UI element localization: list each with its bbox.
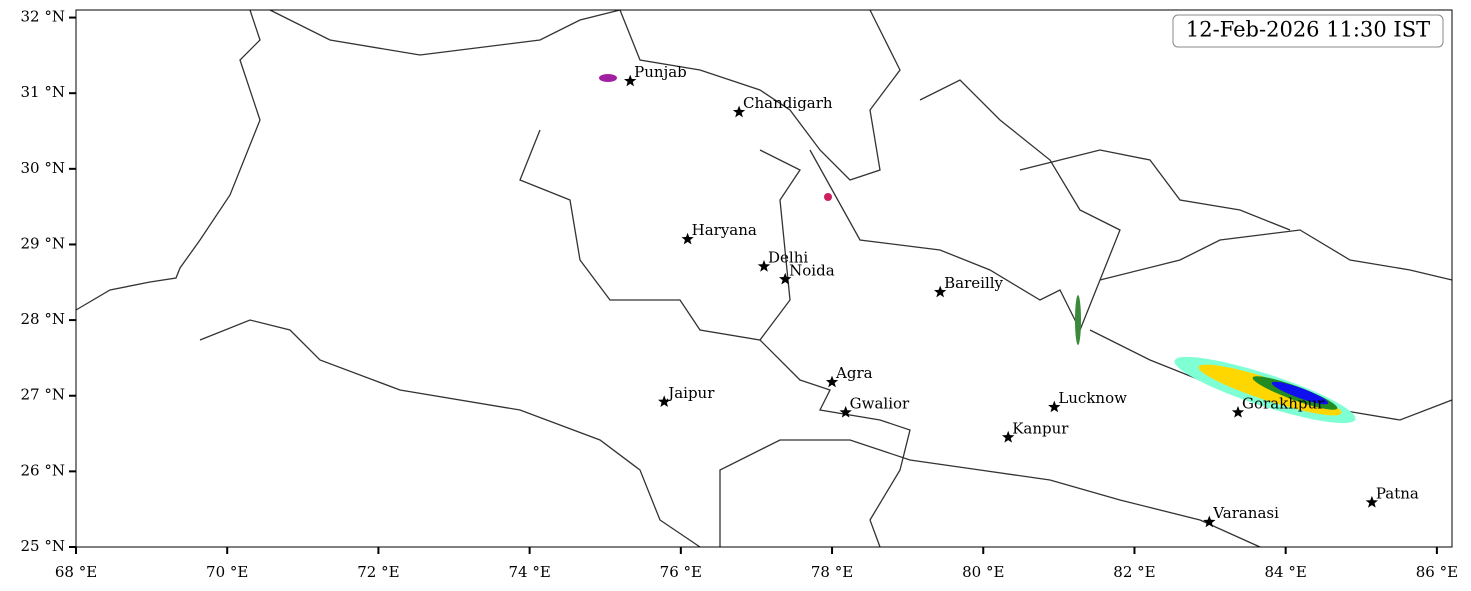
- city-marker: [1203, 515, 1216, 528]
- x-tick-label: 68 °E: [55, 563, 97, 581]
- y-tick-label: 32 °N: [21, 8, 65, 26]
- y-tick-label: 30 °N: [21, 159, 65, 177]
- plot-frame: [75, 9, 1453, 548]
- city-label: Agra: [835, 364, 873, 382]
- x-tick-label: 72 °E: [357, 563, 399, 581]
- city-marker: [1002, 430, 1015, 443]
- city-label: Bareilly: [944, 274, 1003, 292]
- city-marker: [1231, 405, 1245, 418]
- city-marker: [681, 232, 694, 245]
- x-tick-label: 78 °E: [811, 563, 853, 581]
- x-tick-label: 86 °E: [1416, 563, 1458, 581]
- city-label: Haryana: [692, 221, 757, 239]
- city-marker: [1048, 400, 1061, 413]
- x-tick-label: 76 °E: [660, 563, 702, 581]
- precipitation: [599, 74, 1356, 424]
- city-marker: [732, 105, 746, 118]
- city-label: Gorakhpur: [1242, 394, 1325, 412]
- x-tick-label: 74 °E: [508, 563, 550, 581]
- city-label: Lucknow: [1058, 389, 1127, 407]
- city-marker: [839, 405, 852, 418]
- city-label: Punjab: [634, 63, 687, 81]
- title-box: [1172, 14, 1444, 48]
- y-tick-label: 29 °N: [21, 234, 65, 252]
- x-tick-label: 80 °E: [962, 563, 1004, 581]
- city-label: Varanasi: [1212, 504, 1279, 522]
- y-tick-label: 26 °N: [21, 461, 65, 479]
- x-tick-label: 82 °E: [1113, 563, 1155, 581]
- city-marker: [757, 259, 771, 272]
- x-tick-label: 84 °E: [1265, 563, 1307, 581]
- city-label: Kanpur: [1012, 419, 1069, 437]
- y-tick-label: 31 °N: [21, 83, 65, 101]
- timestamp: 12-Feb-2026 11:30 IST: [1186, 18, 1430, 42]
- city-marker: [624, 74, 637, 87]
- city-marker: [934, 285, 947, 298]
- city-label: Noida: [789, 261, 835, 279]
- borders: [75, 9, 1453, 548]
- city-marker: [658, 395, 671, 407]
- y-tick-label: 28 °N: [21, 310, 65, 328]
- city-label: Chandigarh: [743, 94, 833, 112]
- x-tick-label: 70 °E: [206, 563, 248, 581]
- city-label: Jaipur: [666, 384, 715, 402]
- y-tick-label: 27 °N: [21, 386, 65, 404]
- city-marker: [1365, 495, 1378, 508]
- city-label: Delhi: [768, 248, 808, 266]
- city-label: Patna: [1376, 484, 1419, 502]
- city-marker: [779, 272, 792, 285]
- y-tick-label: 25 °N: [21, 537, 65, 555]
- city-marker: [825, 375, 839, 388]
- city-label: Gwalior: [850, 394, 910, 412]
